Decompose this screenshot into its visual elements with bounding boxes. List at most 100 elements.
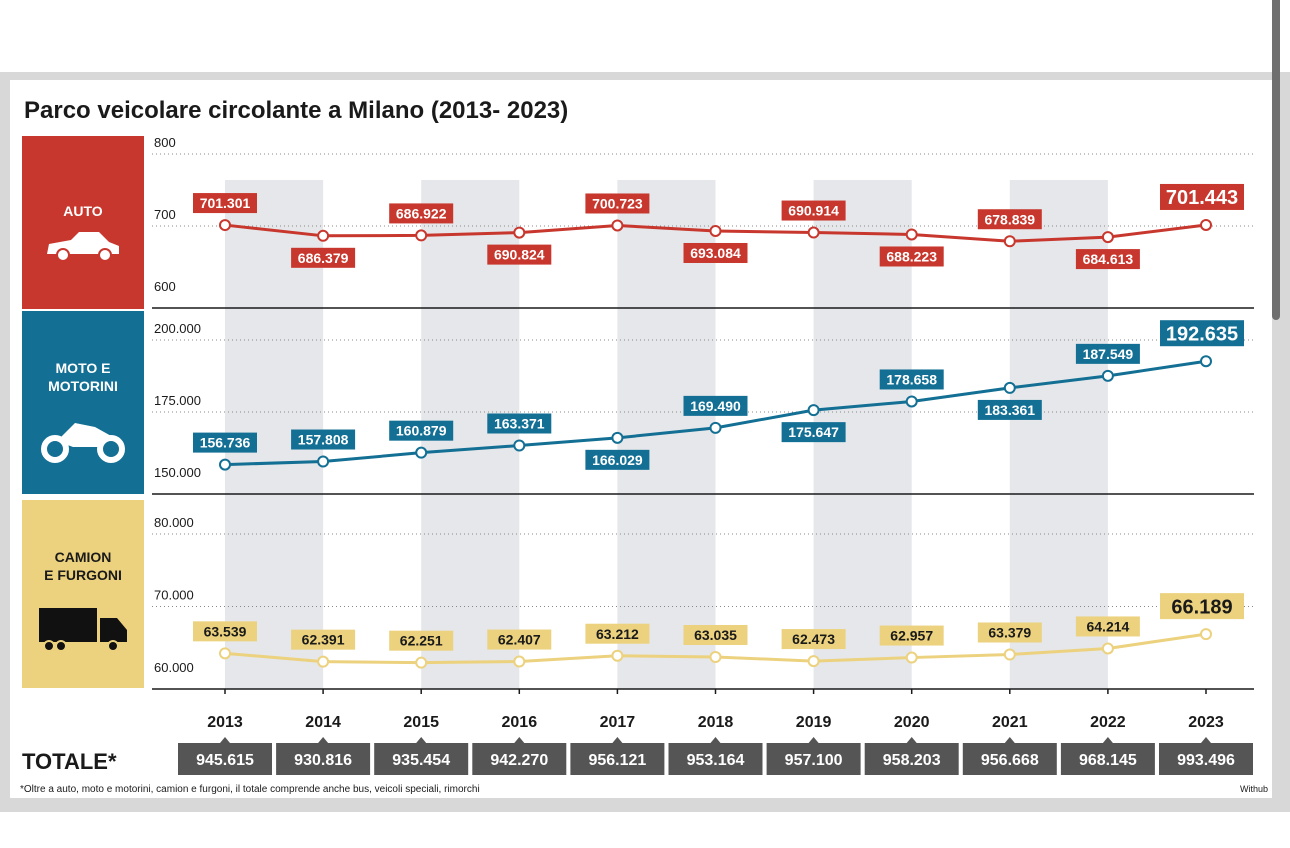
total-box [668,737,763,775]
y-tick-label: 70.000 [154,588,194,603]
value-label-bg [487,629,552,650]
data-point [513,439,526,452]
category-box-2 [22,500,144,688]
value-label: 64.214 [1086,618,1129,634]
year-shade-2017 [617,180,716,689]
value-label: 678.839 [984,211,1035,227]
data-point [219,219,231,232]
truck-cab [100,618,127,642]
data-point [1101,369,1114,382]
data-point [415,656,428,669]
y-tick-label: 80.000 [154,515,194,530]
footnote: *Oltre a auto, moto e motorini, camion e… [20,784,480,795]
value-label-bg [879,369,944,390]
bike-body [57,423,113,447]
data-point [1003,381,1016,394]
total-value: 945.615 [196,752,254,769]
data-point [219,647,231,660]
y-tick-label: 200.000 [154,321,201,336]
data-point [317,455,330,468]
data-point [415,446,428,459]
x-tick-label: 2019 [796,714,832,731]
total-value: 957.100 [785,752,843,769]
value-label-bg [879,625,944,646]
x-axis-labels: 2013 2014 2015 2016 2017 2018 2019 2020 2021 2022… [207,714,1224,731]
value-label-bg [1160,320,1244,347]
value-label-bg [781,629,846,650]
motorbike-icon [41,423,125,463]
total-box [1159,737,1253,775]
value-label: 160.879 [396,423,447,439]
value-label-bg [193,621,257,642]
value-label: 62.957 [890,628,933,644]
car-icon [47,232,119,262]
value-label: 178.658 [886,372,937,388]
value-label-bg [389,203,454,224]
total-box [570,737,665,775]
totals-label: TOTALE* [22,749,117,774]
x-tick-label: 2014 [305,714,341,731]
value-label: 192.635 [1166,323,1238,345]
data-point [709,421,722,434]
y-tick-label: 175.000 [154,393,201,408]
x-tick-label: 2016 [502,714,538,731]
totals-row: 945.615 930.816 935.454 942.270 956.121 953.1… [178,737,1253,775]
value-label-bg [487,244,552,265]
category-box-0 [22,136,144,309]
data-point [709,224,722,237]
value-label: 62.251 [400,633,443,649]
value-label: 183.361 [984,402,1035,418]
value-label: 62.407 [498,632,541,648]
value-label-bg [1160,183,1244,210]
category-label-2: CAMION [55,549,112,565]
value-label: 63.035 [694,627,737,643]
x-tick-label: 2023 [1188,714,1224,731]
data-point [807,226,820,239]
data-point [317,655,330,668]
axes: 800 700 600 200.000 175.000 150.000 80.000 70.0… [152,135,1254,694]
total-box [472,737,567,775]
total-value: 953.164 [687,752,745,769]
car-wheel [98,248,112,262]
data-point [611,219,624,232]
data-point [611,431,624,444]
data-point [1200,355,1212,368]
truck-wheel [107,640,119,652]
value-label-bg [389,630,454,651]
data-point [1200,218,1212,231]
value-label: 693.084 [690,245,741,261]
truck-wheel [55,640,67,652]
value-label: 166.029 [592,452,643,468]
x-tick-label: 2018 [698,714,734,731]
value-label-bg [585,449,650,470]
value-label-bg [291,629,356,650]
chart-title: Parco veicolare circolante a Milano (201… [24,97,568,124]
y-tick-label: 700 [154,207,176,222]
value-label-bg [683,624,748,645]
value-label: 62.473 [792,631,835,647]
value-label: 690.914 [788,203,839,219]
category-labels: AUTO MOTO E MOTORINI CAMION E FURGONI [22,136,144,688]
value-label: 169.490 [690,398,741,414]
value-label-bg [977,399,1042,420]
y-tick-label: 600 [154,279,176,294]
x-tick-label: 2020 [894,714,930,731]
total-box [178,737,272,775]
truck-wheel [43,640,55,652]
value-label: 700.723 [592,196,643,212]
value-label-bg [879,246,944,267]
data-point [415,229,428,242]
value-label: 66.189 [1171,596,1232,618]
value-label-bg [683,242,748,263]
value-label-bg [291,429,356,450]
data-point [807,655,820,668]
value-label: 63.212 [596,626,639,642]
total-box [276,737,371,775]
value-label-bg [193,193,257,214]
total-value: 958.203 [883,752,941,769]
value-label-bg [781,200,846,221]
truck-box [39,608,97,642]
value-label-bg [683,395,748,416]
page-scrollbar[interactable] [1272,0,1280,320]
y-tick-label: 60.000 [154,660,194,675]
